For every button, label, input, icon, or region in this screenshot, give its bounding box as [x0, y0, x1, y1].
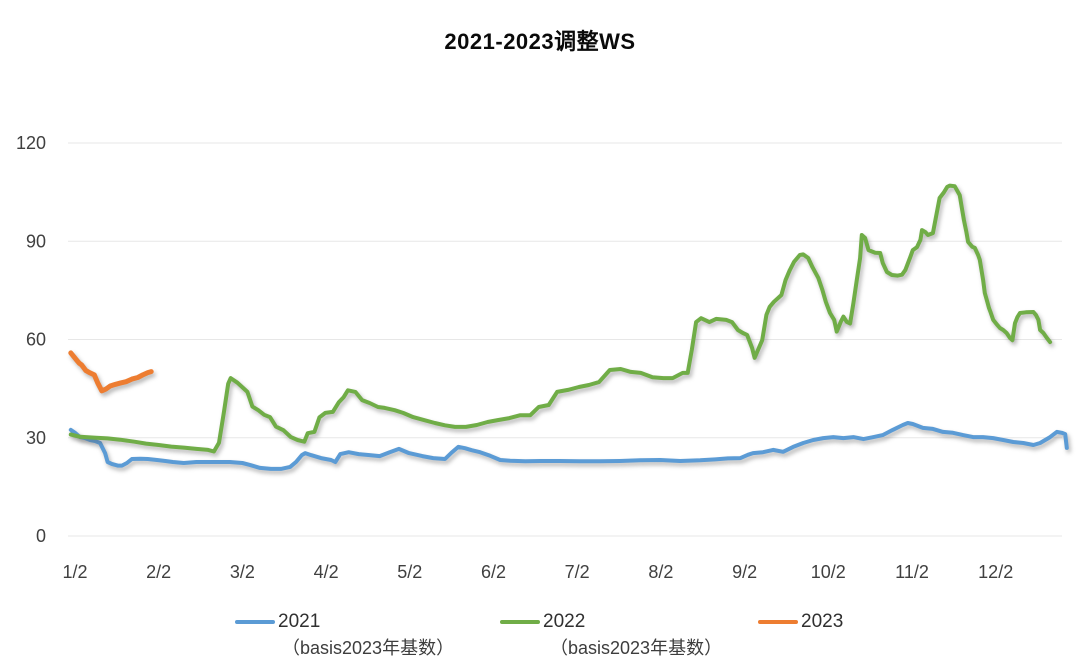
x-tick-label: 3/2 [230, 562, 255, 582]
x-tick-label: 5/2 [397, 562, 422, 582]
x-tick-label: 8/2 [648, 562, 673, 582]
x-tick-label: 9/2 [732, 562, 757, 582]
x-tick-label: 10/2 [811, 562, 846, 582]
legend-item-2023: 2023 [758, 611, 843, 633]
y-tick-label: 90 [26, 231, 46, 251]
y-tick-label: 60 [26, 330, 46, 350]
series-line-2023 [68, 350, 154, 394]
legend: 2021 2022 2023 [0, 611, 1080, 633]
legend-label-2023: 2023 [801, 611, 844, 632]
x-tick-label: 11/2 [895, 562, 929, 582]
y-tick-label: 30 [26, 428, 46, 448]
x-tick-label: 6/2 [481, 562, 506, 582]
x-tick-label: 7/2 [565, 562, 590, 582]
legend-swatch-2021-icon [235, 620, 275, 624]
basis-caption-1: （basis2023年基数） [282, 638, 455, 658]
series-line-2021 [68, 421, 1069, 471]
legend-item-2021: 2021 [235, 611, 320, 633]
y-tick-label: 120 [16, 133, 46, 153]
x-tick-label: 4/2 [314, 562, 339, 582]
legend-label-2022: 2022 [543, 611, 586, 632]
legend-item-2022: 2022 [500, 611, 585, 633]
y-tick-label: 0 [36, 526, 46, 546]
legend-swatch-2022-icon [500, 620, 540, 624]
x-tick-label: 2/2 [146, 562, 171, 582]
legend-label-2021: 2021 [278, 611, 321, 632]
series-line-2022 [68, 183, 1053, 454]
x-tick-label: 12/2 [978, 562, 1013, 582]
chart-title: 2021-2023调整WS [444, 29, 636, 54]
basis-caption-2: （basis2023年基数） [550, 638, 723, 658]
legend-swatch-2023-icon [758, 620, 798, 624]
x-tick-label: 1/2 [62, 562, 87, 582]
